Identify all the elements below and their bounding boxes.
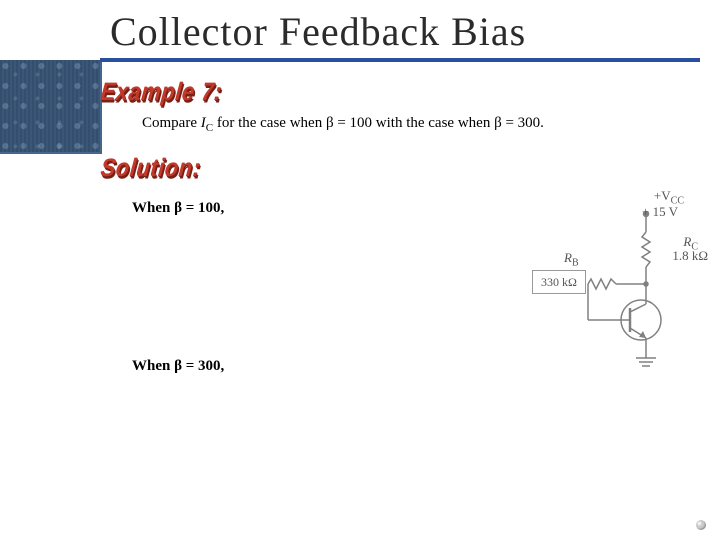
problem-statement: Compare IC for the case when β = 100 wit… [142, 115, 690, 134]
rb-label-sub: B [572, 258, 579, 269]
case-beta-100: When β = 100, [132, 200, 224, 217]
variable-sub: C [206, 122, 213, 134]
decorative-circuit-image [0, 60, 102, 154]
example-label: Example 7: [97, 77, 226, 107]
title-underline [100, 58, 700, 62]
rb-value: 330 kΩ [532, 270, 586, 294]
rc-value: 1.8 kΩ [672, 248, 708, 264]
solution-label: Solution: [97, 153, 205, 183]
case-beta-300: When β = 300, [132, 358, 224, 375]
page-title: Collector Feedback Bias [110, 9, 526, 54]
vcc-value: + 15 V [642, 204, 678, 220]
rb-label-text: R [564, 250, 572, 265]
problem-prefix: Compare [142, 115, 201, 131]
problem-rest: for the case when β = 100 with the case … [213, 115, 544, 131]
page-indicator-icon [696, 520, 706, 530]
rb-label: RB [564, 250, 579, 269]
vcc-label-text: +V [654, 188, 671, 203]
circuit-diagram: +VCC + 15 V RC 1.8 kΩ RB 330 kΩ [506, 192, 696, 382]
slide: Collector Feedback Bias Example 7: Compa… [0, 0, 720, 540]
title-wrap: Collector Feedback Bias [110, 8, 690, 55]
